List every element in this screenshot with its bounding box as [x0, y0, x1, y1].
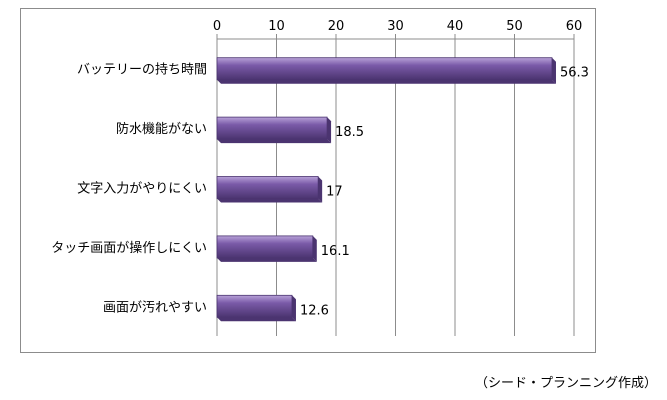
x-tick-label: 20 [328, 19, 345, 34]
x-tick-label: 30 [387, 19, 404, 34]
bar-bottom-2 [217, 139, 332, 144]
category-label: 画面が汚れやすい [103, 300, 207, 315]
bar-side-3 [318, 176, 323, 203]
bar-bottom-4 [217, 257, 317, 262]
data-label: 12.6 [300, 303, 329, 318]
category-label: 文字入力がやりにくい [77, 182, 207, 197]
data-label: 56.3 [560, 66, 589, 81]
category-label: タッチ画面が操作しにくい [51, 240, 207, 256]
data-label: 17 [326, 185, 343, 200]
x-tick-label: 10 [268, 19, 285, 34]
x-tick-label: 50 [506, 19, 523, 34]
bar-bottom-3 [217, 198, 323, 203]
x-tick-label: 40 [447, 19, 464, 34]
bar-2 [216, 116, 328, 140]
source-note: （シード・プランニング作成） [474, 376, 657, 391]
bar-side-1 [551, 57, 556, 84]
x-tick-label: 60 [566, 19, 583, 34]
bar-1 [216, 57, 553, 81]
bar-side-4 [312, 235, 317, 262]
bar-4 [216, 235, 314, 259]
x-tick-label: 0 [213, 19, 221, 34]
bar-side-2 [327, 117, 332, 144]
data-label: 18.5 [335, 125, 364, 140]
category-label: 防水機能がない [116, 121, 207, 137]
bar-3 [216, 176, 319, 199]
data-label: 16.1 [321, 244, 350, 259]
bar-chart: 0 10 20 30 40 50 60 バッテリーの持ち時間 56.3 防水機能がない 18.5 文字… [51, 19, 589, 336]
bar-bottom-1 [217, 79, 556, 84]
category-label: バッテリーの持ち時間 [77, 63, 207, 78]
bar-5 [216, 294, 293, 318]
bar-bottom-5 [217, 317, 296, 322]
bar-side-5 [291, 295, 296, 322]
chart-frame: 0 10 20 30 40 50 60 バッテリーの持ち時間 56.3 防水機能がない 18.5 文字… [20, 8, 596, 353]
